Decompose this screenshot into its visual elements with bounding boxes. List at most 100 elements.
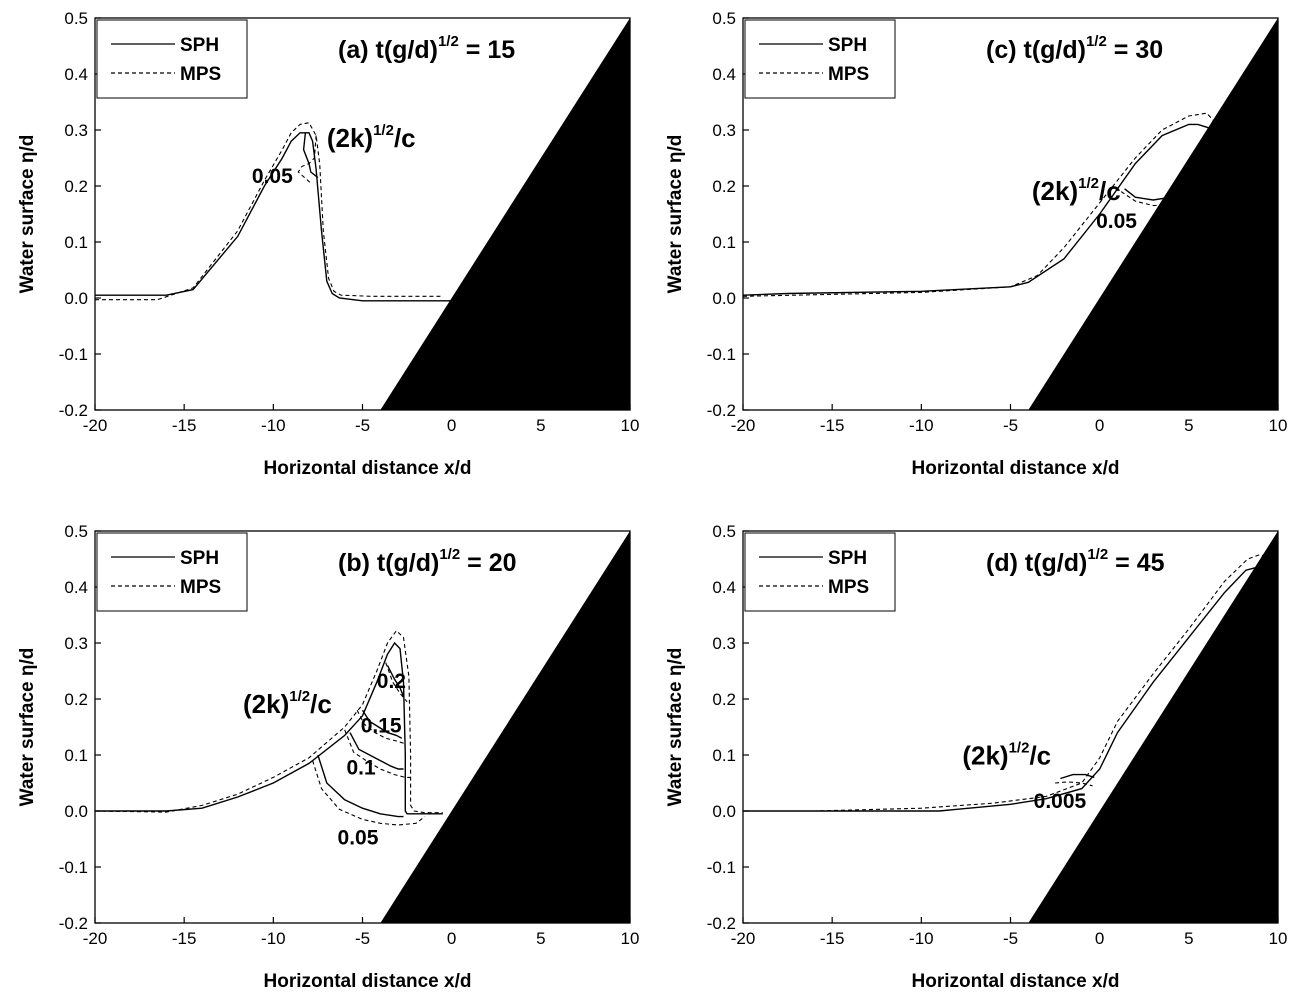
panel-title-main: (a) t(g/d)	[338, 36, 438, 64]
legend-label-mps: MPS	[180, 64, 221, 85]
annotation-label: 0.2	[377, 670, 406, 693]
panel-title-tail: = 15	[459, 36, 515, 64]
annotation-label: (2k)1/2/c	[243, 688, 332, 719]
y-tick-label: 0.2	[64, 177, 88, 196]
y-axis-label: Water surface η/d	[665, 648, 686, 807]
y-tick-label: 0.2	[712, 177, 736, 196]
y-tick-label: 0.4	[712, 578, 736, 597]
x-tick-label: 5	[536, 929, 545, 948]
slope-bed	[380, 18, 630, 410]
annotation-tail: /c	[1029, 741, 1051, 771]
y-tick-label: 0.3	[712, 634, 736, 653]
panel-title-tail: = 20	[460, 549, 516, 577]
y-tick-label: 0.5	[64, 9, 88, 28]
panel-title-main: (b) t(g/d)	[338, 549, 439, 577]
annotation-label: 0.05	[338, 827, 379, 850]
legend-label-sph: SPH	[828, 35, 867, 56]
x-tick-label: -15	[172, 416, 197, 435]
y-axis-label: Water surface η/d	[17, 648, 38, 807]
y-tick-label: -0.1	[707, 858, 736, 877]
panel-title-sup: 1/2	[438, 33, 459, 50]
x-tick-label: 5	[1184, 929, 1193, 948]
series-line-sph	[1060, 773, 1095, 780]
x-tick-label: -20	[731, 929, 756, 948]
panel-b: -20 -15 -10 -5 0 5 10 -0.2 -0.1 0.0 0.1 0.2 0.3 0.4 0.…	[17, 522, 639, 992]
panel-a: -20 -15 -10 -5 0 5 10 -0.2 -0.1 0.0 0.1 0.2 0.3 0.4 0.…	[17, 9, 639, 479]
legend-box	[744, 532, 896, 612]
annotation-tail: /c	[394, 123, 416, 153]
x-tick-label: 0	[1095, 416, 1104, 435]
x-axis-label: Horizontal distance x/d	[264, 458, 472, 479]
annotation-label: 0.1	[346, 757, 376, 780]
x-tick-label: -15	[820, 929, 845, 948]
annotation-tail: /c	[310, 689, 332, 719]
y-tick-label: 0.3	[64, 634, 88, 653]
y-tick-label: 0.5	[712, 522, 736, 541]
y-tick-label: -0.1	[707, 345, 736, 364]
annotation-text: (2k)	[327, 123, 373, 153]
y-tick-label: 0.2	[64, 690, 88, 709]
x-tick-label: 10	[621, 416, 640, 435]
series-line-mps	[312, 760, 426, 826]
series-line-mps	[344, 729, 411, 778]
legend: SPH MPS	[744, 19, 896, 99]
annotation-text: 0.005	[1034, 790, 1087, 813]
x-tick-label: -5	[355, 416, 370, 435]
x-tick-label: 5	[1184, 416, 1193, 435]
x-tick-label: -10	[909, 929, 934, 948]
series-line-mps	[95, 629, 443, 814]
x-tick-label: -10	[261, 416, 286, 435]
annotation-text: (2k)	[243, 689, 289, 719]
legend-box	[96, 532, 248, 612]
x-tick-label: 0	[447, 929, 456, 948]
y-tick-label: 0.1	[712, 746, 736, 765]
x-axis-label: Horizontal distance x/d	[912, 971, 1120, 992]
y-tick-label: 0.3	[64, 121, 88, 140]
y-tick-label: 0.4	[64, 578, 88, 597]
legend: SPH MPS	[96, 532, 248, 612]
series-line-sph	[95, 132, 452, 302]
annotation-tail: /c	[1099, 176, 1121, 206]
annotation-text: (2k)	[1032, 176, 1078, 206]
annotation-text: 0.2	[377, 670, 406, 693]
annotation-text: 0.05	[338, 827, 379, 850]
y-tick-label: 0.4	[64, 65, 88, 84]
legend-label-mps: MPS	[828, 64, 869, 85]
slope-bed	[380, 531, 630, 923]
legend-label-sph: SPH	[180, 35, 219, 56]
panel-title-main: (c) t(g/d)	[986, 36, 1086, 64]
panel-title-main: (d) t(g/d)	[986, 549, 1087, 577]
legend-label-mps: MPS	[180, 577, 221, 598]
y-tick-label: -0.2	[707, 401, 736, 420]
series-line-sph	[743, 123, 1215, 296]
annotation-label: 0.005	[1034, 790, 1087, 813]
legend-box	[744, 19, 896, 99]
legend-label-sph: SPH	[828, 548, 867, 569]
series-line-mps	[356, 709, 406, 745]
panel-title: (a) t(g/d)1/2 = 15	[338, 33, 515, 64]
y-axis-label: Water surface η/d	[665, 135, 686, 294]
y-tick-label: -0.1	[59, 858, 88, 877]
x-tick-label: 10	[621, 929, 640, 948]
y-axis-label: Water surface η/d	[17, 135, 38, 294]
series-line-sph	[95, 641, 443, 815]
x-tick-label: -20	[83, 416, 108, 435]
y-tick-label: 0.0	[712, 289, 736, 308]
series-line-sph	[361, 709, 403, 739]
x-tick-label: -20	[731, 416, 756, 435]
x-tick-label: 10	[1269, 416, 1288, 435]
series-line-mps	[385, 662, 408, 703]
annotation-sup: 1/2	[1009, 740, 1030, 757]
panel-title: (c) t(g/d)1/2 = 30	[986, 33, 1163, 64]
y-tick-label: 0.1	[64, 746, 88, 765]
annotation-sup: 1/2	[289, 688, 310, 705]
y-tick-label: -0.2	[59, 914, 88, 933]
series-line-sph	[386, 665, 405, 697]
annotation-label: 0.15	[361, 715, 402, 738]
panel-title-tail: = 45	[1108, 549, 1164, 577]
x-axis-label: Horizontal distance x/d	[264, 971, 472, 992]
x-tick-label: -5	[355, 929, 370, 948]
y-tick-label: 0.5	[64, 522, 88, 541]
panel-title-tail: = 30	[1107, 36, 1163, 64]
